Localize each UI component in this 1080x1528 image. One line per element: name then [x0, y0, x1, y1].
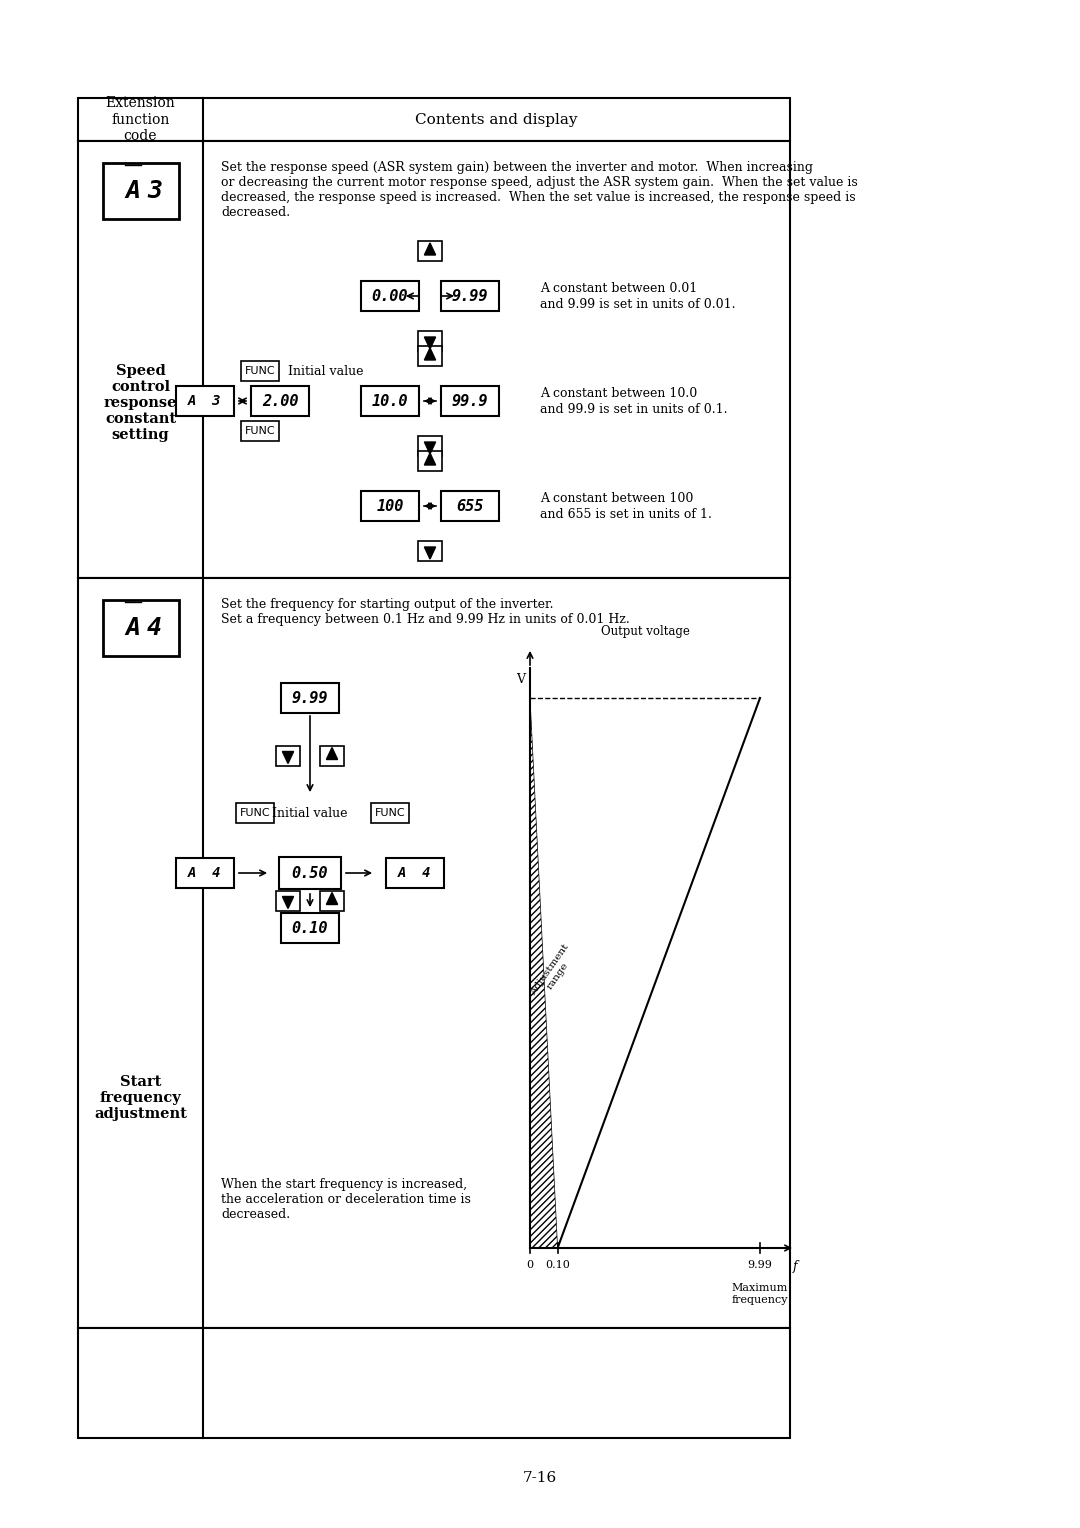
Bar [320, 891, 345, 911]
Bar [418, 541, 442, 561]
Text: A: A [125, 616, 140, 640]
Text: A  4: A 4 [188, 866, 221, 880]
Text: 99.9: 99.9 [451, 394, 488, 408]
Text: A  4: A 4 [399, 866, 432, 880]
Text: Extension
function
code: Extension function code [106, 96, 175, 142]
Text: 4: 4 [147, 616, 162, 640]
Text: and 9.99 is set in units of 0.01.: and 9.99 is set in units of 0.01. [540, 298, 735, 310]
Bar [361, 490, 419, 521]
Bar [441, 490, 499, 521]
Polygon shape [424, 243, 435, 255]
Polygon shape [424, 452, 435, 465]
Text: Adjustment
range: Adjustment range [528, 943, 579, 1004]
Text: and 99.9 is set in units of 0.1.: and 99.9 is set in units of 0.1. [540, 402, 728, 416]
Text: A constant between 10.0: A constant between 10.0 [540, 387, 698, 399]
Bar [281, 914, 339, 943]
Bar [281, 683, 339, 714]
Bar [78, 578, 789, 1328]
Text: Initial value: Initial value [272, 807, 348, 819]
Bar [176, 387, 234, 416]
Bar [78, 141, 789, 578]
Text: 0.10: 0.10 [545, 1261, 570, 1270]
Bar [276, 891, 300, 911]
Text: 100: 100 [376, 498, 404, 513]
Text: FUNC: FUNC [245, 426, 275, 435]
Text: Set the frequency for starting output of the inverter.
Set a frequency between 0: Set the frequency for starting output of… [221, 597, 630, 626]
Text: 3: 3 [147, 179, 162, 203]
Polygon shape [326, 892, 338, 905]
Polygon shape [282, 752, 294, 764]
Text: 0.00: 0.00 [372, 289, 408, 304]
Bar [241, 361, 279, 380]
Text: 0.50: 0.50 [292, 865, 328, 880]
Bar [418, 435, 442, 455]
Text: 7-16: 7-16 [523, 1471, 557, 1485]
Text: When the start frequency is increased,
the acceleration or deceleration time is
: When the start frequency is increased, t… [221, 1178, 471, 1221]
Text: and 655 is set in units of 1.: and 655 is set in units of 1. [540, 507, 712, 521]
Text: Speed
control
response
constant
setting: Speed control response constant setting [104, 364, 177, 443]
Text: 9.99: 9.99 [292, 691, 328, 706]
Text: 0.10: 0.10 [292, 920, 328, 935]
Text: Initial value: Initial value [288, 365, 364, 377]
Text: 9.99: 9.99 [747, 1261, 772, 1270]
Bar [361, 387, 419, 416]
Text: A constant between 0.01: A constant between 0.01 [540, 281, 698, 295]
Text: FUNC: FUNC [375, 808, 405, 817]
Bar [241, 422, 279, 442]
Bar [103, 601, 178, 656]
Bar [418, 332, 442, 351]
Text: 9.99: 9.99 [451, 289, 488, 304]
Bar [78, 98, 789, 141]
Text: A: A [125, 179, 140, 203]
Text: Output voltage: Output voltage [600, 625, 689, 639]
Text: A  3: A 3 [188, 394, 221, 408]
Bar [441, 281, 499, 312]
Bar [103, 163, 178, 219]
Bar [386, 859, 444, 888]
Bar [372, 804, 409, 824]
Text: f: f [793, 1261, 797, 1273]
Bar [418, 241, 442, 261]
Bar [276, 746, 300, 766]
Text: 655: 655 [457, 498, 484, 513]
Text: Maximum
frequency: Maximum frequency [732, 1284, 788, 1305]
Bar [237, 804, 274, 824]
Bar [361, 281, 419, 312]
Text: FUNC: FUNC [240, 808, 270, 817]
Polygon shape [282, 897, 294, 909]
Text: V: V [516, 672, 525, 686]
Bar [279, 857, 341, 889]
Polygon shape [424, 547, 435, 559]
Polygon shape [326, 747, 338, 759]
Text: A constant between 100: A constant between 100 [540, 492, 693, 504]
Text: 2.00: 2.00 [261, 394, 298, 408]
Text: 0: 0 [526, 1261, 534, 1270]
Bar [418, 345, 442, 367]
Polygon shape [424, 442, 435, 454]
Bar [418, 451, 442, 471]
Bar [441, 387, 499, 416]
Text: 10.0: 10.0 [372, 394, 408, 408]
Bar [176, 859, 234, 888]
Polygon shape [424, 338, 435, 348]
Bar [251, 387, 309, 416]
Bar [78, 1328, 789, 1438]
Text: Start
frequency
adjustment: Start frequency adjustment [94, 1074, 187, 1122]
Text: Set the response speed (ASR system gain) between the inverter and motor.  When i: Set the response speed (ASR system gain)… [221, 160, 858, 219]
Bar [320, 746, 345, 766]
Polygon shape [424, 348, 435, 361]
Text: FUNC: FUNC [245, 367, 275, 376]
Text: Contents and display: Contents and display [415, 113, 578, 127]
